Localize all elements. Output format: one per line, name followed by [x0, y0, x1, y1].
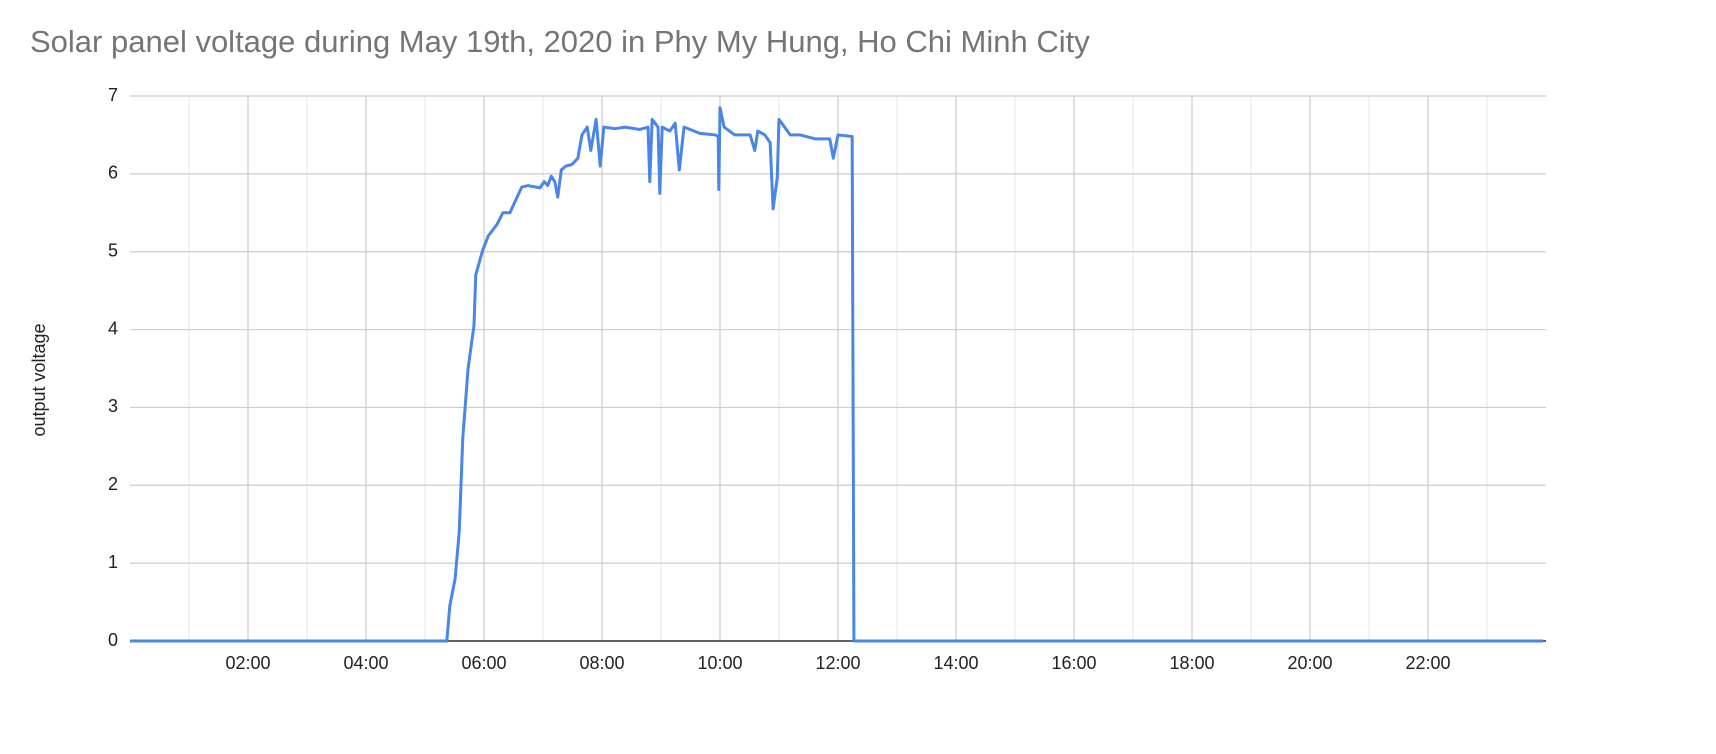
- y-axis-label: output voltage: [29, 323, 49, 436]
- data-line: [130, 106, 1544, 643]
- y-tick-label: 5: [108, 240, 118, 260]
- x-tick-label: 18:00: [1169, 653, 1214, 673]
- y-tick-label: 4: [108, 318, 118, 338]
- x-tick-label: 12:00: [815, 653, 860, 673]
- x-tick-label: 16:00: [1051, 653, 1096, 673]
- x-tick-label: 02:00: [225, 653, 270, 673]
- x-tick-label: 08:00: [579, 653, 624, 673]
- y-tick-label: 3: [108, 396, 118, 416]
- x-tick-label: 04:00: [343, 653, 388, 673]
- y-tick-label: 0: [108, 630, 118, 650]
- y-tick-label: 7: [108, 85, 118, 105]
- y-tick-label: 2: [108, 474, 118, 494]
- x-tick-label: 14:00: [933, 653, 978, 673]
- x-tick-label: 06:00: [461, 653, 506, 673]
- chart-title: Solar panel voltage during May 19th, 202…: [30, 24, 1090, 59]
- y-tick-label: 1: [108, 552, 118, 572]
- y-tick-label: 6: [108, 163, 118, 183]
- x-tick-label: 20:00: [1287, 653, 1332, 673]
- x-tick-label: 10:00: [697, 653, 742, 673]
- x-tick-label: 22:00: [1405, 653, 1450, 673]
